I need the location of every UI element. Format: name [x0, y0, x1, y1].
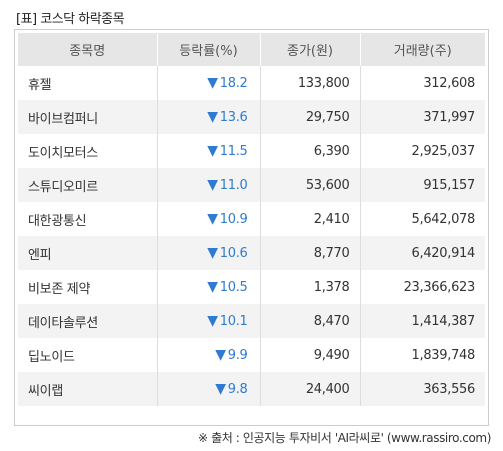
stock-name: 딥노이드: [28, 349, 75, 365]
down-triangle-icon: ▼: [207, 211, 218, 227]
table-row: 비보존 제약 ▼ 10.5 1,378 23,366,623: [18, 270, 485, 304]
table-row: 도이치모터스 ▼ 11.5 6,390 2,925,037: [18, 134, 485, 168]
table-body: 휴젤 ▼ 18.2 133,800 312,608 바이브컴퍼니 ▼ 13.6 29,750 37…: [18, 66, 485, 406]
stock-name: 데이타솔루션: [18, 304, 157, 338]
change-rate: ▼ 10.9: [156, 202, 260, 236]
volume: 1,839,748: [359, 338, 485, 372]
down-triangle-icon: ▼: [215, 347, 226, 363]
table-row: 스튜디오미르 ▼ 11.0 53,600 915,157: [18, 168, 485, 202]
change-rate-value: 9.9: [227, 348, 248, 363]
volume: 23,366,623: [359, 270, 485, 304]
change-rate: ▼ 11.0: [156, 168, 260, 202]
stock-name: 씨이랩: [18, 372, 157, 406]
change-rate: ▼ 10.5: [156, 270, 260, 304]
table-frame: [14, 29, 489, 426]
change-rate-value: 9.8: [227, 382, 248, 397]
change-rate-value: 10.9: [219, 212, 248, 227]
closing-price: 1,378: [259, 270, 360, 304]
closing-price: 133,800: [259, 66, 360, 100]
table-row: 대한광통신 ▼ 10.9 2,410 5,642,078: [18, 202, 485, 236]
table-row: 바이브컴퍼니 ▼ 13.6 29,750 371,997: [18, 100, 485, 134]
down-triangle-icon: ▼: [207, 177, 218, 193]
change-rate-value: 11.5: [219, 144, 248, 159]
change-rate: ▼ 10.6: [156, 236, 260, 270]
volume: 312,608: [359, 66, 485, 100]
closing-price: 6,390: [259, 134, 360, 168]
stock-name: 비보존 제약: [28, 281, 91, 297]
down-triangle-icon: ▼: [215, 381, 226, 397]
change-rate-value: 10.5: [219, 280, 248, 295]
closing-price: 24,400: [259, 372, 360, 406]
change-rate: ▼ 11.5: [156, 134, 260, 168]
header-change-rate: 등락률(%): [156, 33, 260, 66]
volume: 2,925,037: [359, 134, 485, 168]
header-closing-price: 종가(원): [259, 33, 360, 66]
stock-name: 휴젤: [28, 77, 52, 93]
change-rate: ▼ 10.1: [156, 304, 260, 338]
volume: 1,414,387: [359, 304, 485, 338]
volume: 915,157: [359, 168, 485, 202]
change-rate: ▼ 9.8: [156, 372, 260, 406]
table-row: 휴젤 ▼ 18.2 133,800 312,608: [18, 66, 485, 100]
table-row: 딥노이드 ▼ 9.9 9,490 1,839,748: [18, 338, 485, 372]
source-note: ※ 출처 : 인공지능 투자비서 'AI라씨로' (www.rassiro.co…: [198, 431, 491, 445]
down-triangle-icon: ▼: [207, 245, 218, 261]
table-row: 엔피 ▼ 10.6 8,770 6,420,914: [18, 236, 485, 270]
change-rate-value: 18.2: [219, 76, 248, 91]
change-rate-value: 10.1: [219, 314, 248, 329]
down-triangle-icon: ▼: [207, 313, 218, 329]
down-triangle-icon: ▼: [207, 75, 218, 91]
table-title: [표] 코스닥 하락종목: [16, 12, 125, 27]
stock-name: 바이브컴퍼니: [18, 100, 157, 134]
stock-name: 대한광통신: [28, 213, 87, 229]
stock-name: 스튜디오미르: [18, 168, 157, 202]
closing-price: 8,470: [259, 304, 360, 338]
decliners-table: 종목명 등락률(%) 종가(원) 거래량(주) 휴젤 ▼ 18.2 133,800 31…: [18, 33, 485, 406]
header-row: 종목명 등락률(%) 종가(원) 거래량(주): [18, 33, 485, 66]
table-row: 씨이랩 ▼ 9.8 24,400 363,556: [18, 372, 485, 406]
volume: 363,556: [359, 372, 485, 406]
change-rate: ▼ 13.6: [156, 100, 260, 134]
closing-price: 2,410: [259, 202, 360, 236]
change-rate: ▼ 9.9: [156, 338, 260, 372]
down-triangle-icon: ▼: [207, 109, 218, 125]
closing-price: 8,770: [259, 236, 360, 270]
change-rate-value: 11.0: [219, 178, 248, 193]
change-rate: ▼ 18.2: [156, 66, 260, 100]
volume: 5,642,078: [359, 202, 485, 236]
change-rate-value: 10.6: [219, 246, 248, 261]
closing-price: 29,750: [259, 100, 360, 134]
down-triangle-icon: ▼: [207, 279, 218, 295]
table-row: 데이타솔루션 ▼ 10.1 8,470 1,414,387: [18, 304, 485, 338]
closing-price: 9,490: [259, 338, 360, 372]
volume: 371,997: [359, 100, 485, 134]
header-volume: 거래량(주): [359, 33, 485, 66]
closing-price: 53,600: [259, 168, 360, 202]
header-stock-name: 종목명: [18, 33, 157, 66]
stock-name: 도이치모터스: [28, 145, 98, 161]
down-triangle-icon: ▼: [207, 143, 218, 159]
volume: 6,420,914: [359, 236, 485, 270]
change-rate-value: 13.6: [219, 110, 248, 125]
stock-name: 엔피: [18, 236, 157, 270]
